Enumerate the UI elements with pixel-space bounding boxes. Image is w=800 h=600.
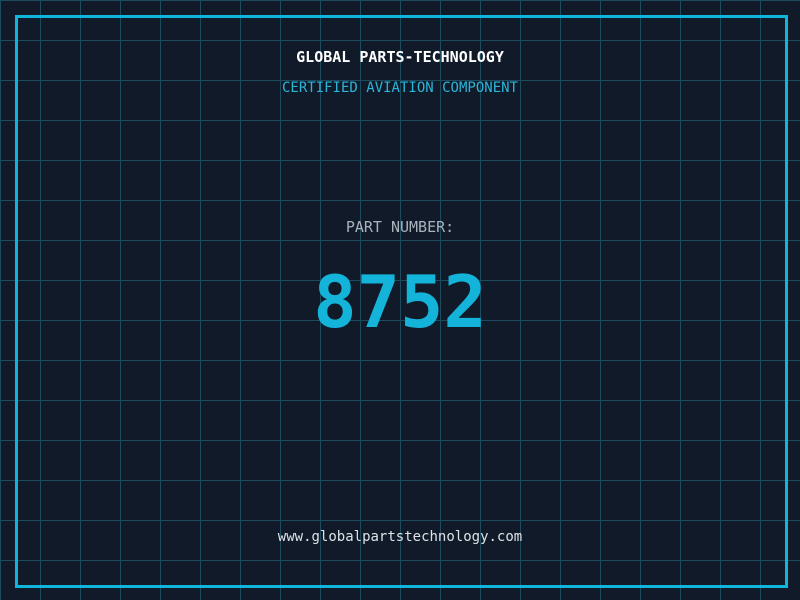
company-title: GLOBAL PARTS-TECHNOLOGY xyxy=(296,48,504,66)
website-url: www.globalpartstechnology.com xyxy=(277,529,523,545)
certification-subtitle: CERTIFIED AVIATION COMPONENT xyxy=(281,80,518,96)
part-number-label: PART NUMBER: xyxy=(345,218,455,236)
part-number-value: 8752 xyxy=(313,260,487,344)
